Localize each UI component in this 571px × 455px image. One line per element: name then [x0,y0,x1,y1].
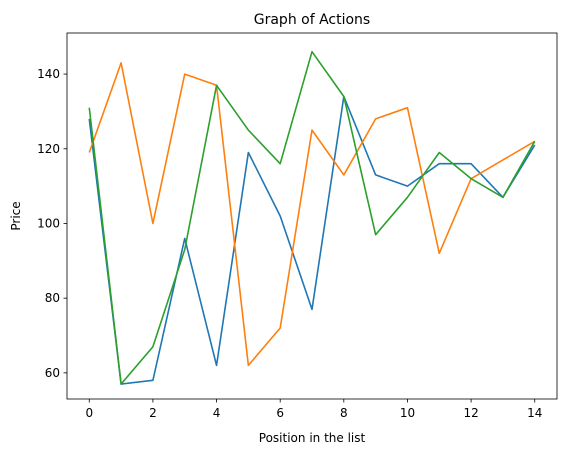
x-axis-ticks: 0 2 4 6 8 10 12 14 [85,399,542,420]
x-tick-label: 4 [213,406,221,420]
x-tick-label: 8 [340,406,348,420]
x-tick-label: 14 [527,406,542,420]
x-tick-label: 2 [149,406,157,420]
y-tick-label: 120 [37,142,60,156]
series-line-3 [88,50,536,385]
series-line-2 [88,62,536,367]
chart-title: Graph of Actions [254,12,370,28]
axes-layer [66,32,558,400]
y-tick-label: 60 [45,366,60,380]
series-line-1 [88,95,536,385]
y-axis-ticks: 60 80 100 120 140 [37,67,67,380]
x-tick-label: 0 [85,406,93,420]
x-tick-label: 6 [276,406,284,420]
y-tick-label: 140 [37,67,60,81]
x-axis-label: Position in the list [259,431,366,445]
y-tick-label: 80 [45,291,60,305]
y-tick-label: 100 [37,216,60,230]
series-layer [88,50,536,385]
x-tick-label: 12 [463,406,478,420]
axes-frame [66,32,558,400]
y-axis-label: Price [9,201,23,230]
x-tick-label: 10 [400,406,415,420]
